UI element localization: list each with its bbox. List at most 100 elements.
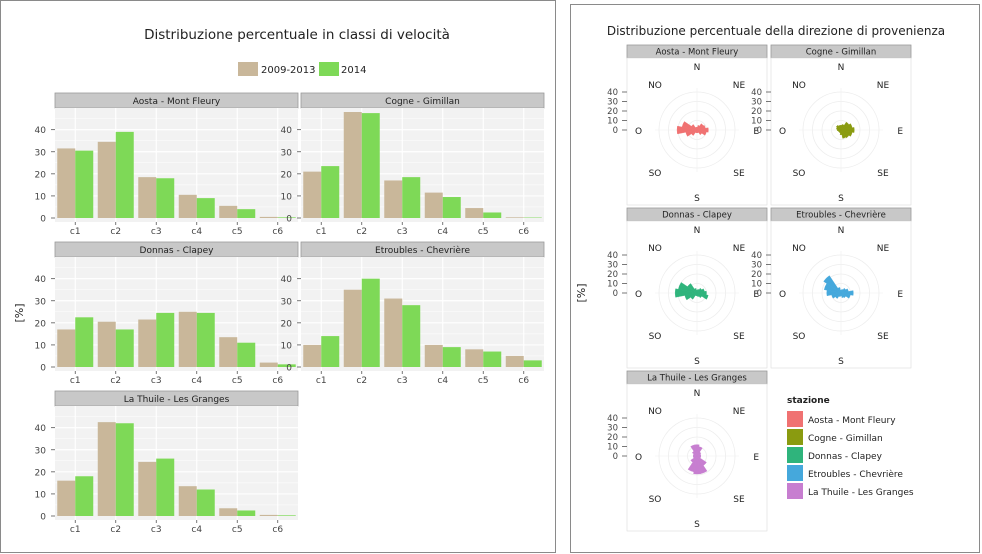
facet-title: Aosta - Mont Fleury (133, 97, 221, 107)
bar-2014-c2 (362, 279, 380, 367)
bar-2009-2013-c6 (260, 217, 278, 218)
facet-title: Donnas - Clapey (140, 246, 215, 256)
direction-label-se: SE (733, 169, 745, 179)
bar-2009-2013-c1 (303, 345, 321, 367)
bar-2014-c4 (197, 313, 215, 367)
bar-2009-2013-c6 (506, 356, 524, 367)
bar-2009-2013-c1 (57, 329, 75, 367)
x-tick-label: c1 (70, 525, 81, 535)
bar-2009-2013-c6 (506, 217, 524, 218)
legend-swatch-2009-2013 (238, 62, 258, 76)
direction-label-so: SO (793, 169, 806, 179)
x-tick-label: c4 (191, 227, 202, 237)
y-tick-label: 0 (40, 215, 46, 225)
direction-label-so: SO (649, 169, 662, 179)
radial-tick-label: 40 (607, 251, 618, 261)
bar-2009-2013-c5 (219, 206, 237, 218)
bar-2009-2013-c4 (179, 195, 197, 218)
direction-label-o: O (635, 127, 642, 137)
bar-2014-c5 (483, 212, 501, 218)
x-tick-label: c4 (437, 376, 448, 386)
radial-tick-label: 20 (751, 270, 762, 280)
bar-2014-c4 (197, 198, 215, 218)
x-tick-label: c6 (272, 227, 283, 237)
x-tick-label: c2 (356, 227, 367, 237)
bar-2014-c1 (75, 476, 93, 516)
facet-title: Aosta - Mont Fleury (656, 48, 739, 58)
y-tick-label: 10 (281, 341, 293, 351)
y-tick-label: 20 (35, 468, 47, 478)
y-tick-label: 40 (281, 275, 293, 285)
bar-2009-2013-c5 (219, 337, 237, 367)
direction-label-n: N (694, 63, 701, 73)
bar-2014-c4 (443, 197, 461, 218)
facet-title: Cogne - Gimillan (806, 48, 877, 58)
bar-2009-2013-c2 (98, 422, 116, 516)
y-tick-label: 30 (35, 446, 47, 456)
y-tick-label: 10 (35, 192, 47, 202)
y-tick-label: 0 (40, 513, 46, 523)
bar-2009-2013-c5 (219, 508, 237, 516)
radial-tick-label: 40 (751, 88, 762, 98)
legend-swatch (787, 465, 803, 481)
bar-2009-2013-c2 (344, 290, 362, 367)
radial-tick-label: 20 (751, 107, 762, 117)
bar-2009-2013-c5 (465, 349, 483, 367)
bar-2009-2013-c2 (98, 142, 116, 218)
x-tick-label: c1 (70, 376, 81, 386)
direction-label-no: NO (648, 407, 662, 417)
direction-label-s: S (694, 520, 700, 530)
legend-swatch (787, 483, 803, 499)
x-tick-label: c2 (110, 376, 121, 386)
x-tick-label: c3 (151, 227, 162, 237)
direction-label-ne: NE (733, 407, 746, 417)
bar-2014-c5 (483, 352, 501, 367)
bar-2009-2013-c4 (425, 345, 443, 367)
y-tick-label: 20 (35, 319, 47, 329)
legend-label: Cogne - Gimillan (808, 434, 883, 444)
bar-2014-c5 (237, 343, 255, 367)
bar-2009-2013-c3 (138, 320, 156, 367)
direction-label-n: N (838, 63, 845, 73)
bar-2009-2013-c4 (179, 486, 197, 516)
radial-tick-label: 10 (607, 443, 618, 453)
radial-tick-label: 30 (607, 424, 618, 434)
chart-title: Distribuzione percentuale in classi di v… (144, 27, 450, 43)
legend-title: stazione (787, 396, 830, 406)
radial-tick-label: 30 (607, 261, 618, 271)
radial-tick-label: 40 (607, 88, 618, 98)
bar-2014-c3 (156, 178, 174, 218)
direction-rose-chart: Distribuzione percentuale della direzion… (571, 5, 981, 554)
bar-2009-2013-c6 (260, 515, 278, 516)
bar-2014-c3 (156, 313, 174, 367)
direction-label-no: NO (792, 81, 806, 91)
bar-2014-c5 (237, 209, 255, 218)
bar-2014-c4 (443, 347, 461, 367)
x-tick-label: c5 (478, 376, 489, 386)
direction-label-no: NO (648, 81, 662, 91)
speed-class-chart: Distribuzione percentuale in classi di v… (1, 1, 557, 554)
chart-title: Distribuzione percentuale della direzion… (607, 24, 945, 38)
y-tick-label: 0 (286, 364, 292, 374)
y-tick-label: 10 (35, 341, 47, 351)
direction-label-so: SO (649, 332, 662, 342)
y-tick-label: 40 (35, 275, 47, 285)
radial-tick-label: 0 (757, 126, 762, 136)
x-tick-label: c2 (356, 376, 367, 386)
y-tick-label: 20 (281, 170, 293, 180)
bar-2009-2013-c4 (425, 193, 443, 218)
direction-label-o: O (635, 290, 642, 300)
facet-title: Etroubles - Chevrière (375, 245, 470, 256)
x-tick-label: c3 (151, 376, 162, 386)
radial-tick-label: 10 (607, 117, 618, 127)
direction-label-o: O (779, 290, 786, 300)
direction-label-se: SE (733, 332, 745, 342)
bar-2009-2013-c5 (465, 208, 483, 218)
x-tick-label: c5 (478, 227, 489, 237)
direction-label-ne: NE (733, 244, 746, 254)
bar-2009-2013-c3 (384, 299, 402, 367)
bar-2009-2013-c1 (57, 148, 75, 218)
